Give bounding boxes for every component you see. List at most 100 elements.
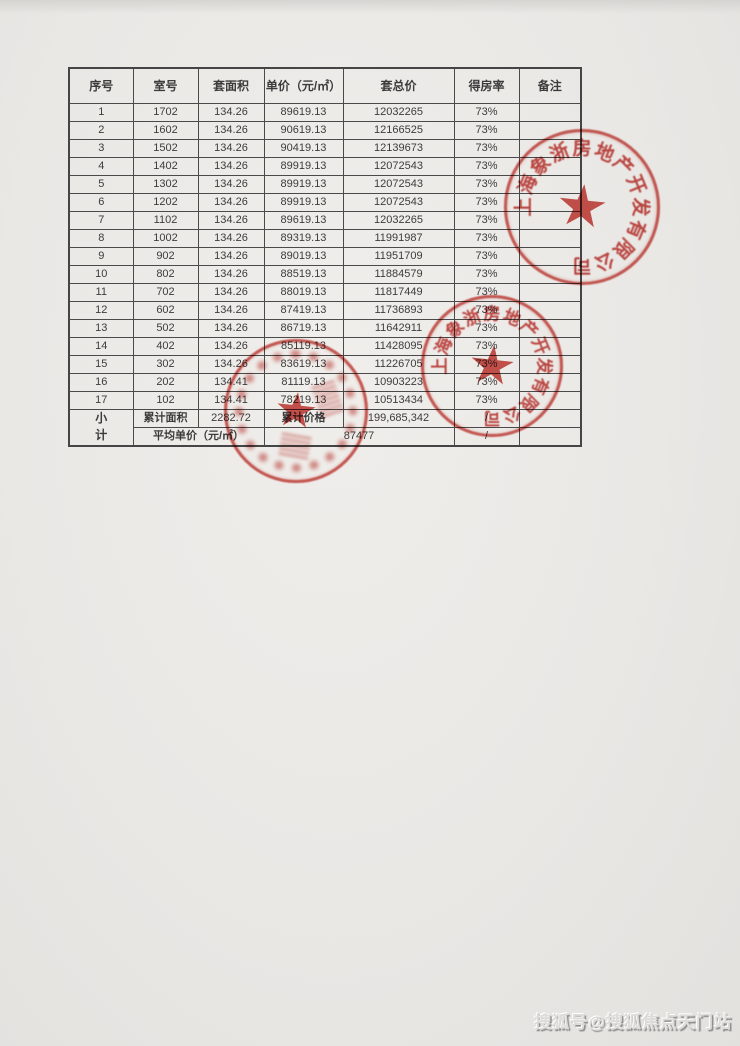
- average-price-value: 87477: [263, 426, 455, 447]
- table-cell: 134.26: [197, 103, 265, 122]
- table-cell: 90619.13: [263, 121, 344, 140]
- column-header: 备注: [518, 67, 582, 104]
- table-cell: 12032265: [342, 211, 455, 230]
- table-cell: 10513434: [342, 391, 455, 410]
- table-cell: 1: [68, 103, 134, 122]
- note-cell: [518, 426, 582, 447]
- table-cell: 134.26: [197, 265, 265, 284]
- table-cell: 134.26: [197, 247, 265, 266]
- table-cell: 6: [68, 193, 134, 212]
- table-cell: [518, 157, 582, 176]
- table-cell: 134.26: [197, 337, 265, 356]
- table-cell: 4: [68, 157, 134, 176]
- table-row: 15 302 134.26 83619.13 11226705 73%: [68, 355, 582, 374]
- average-price-label: 平均单价（元/㎡）: [132, 426, 265, 447]
- table-cell: 14: [68, 337, 134, 356]
- cumulative-price-label: 累计价格: [263, 409, 344, 428]
- column-header: 序号: [68, 67, 134, 104]
- sohu-watermark: 搜狐号@搜狐焦点天门站: [534, 1013, 732, 1032]
- table-cell: 3: [68, 139, 134, 158]
- column-header: 套面积: [197, 67, 265, 104]
- seal-ring-char: 有: [622, 216, 649, 242]
- table-cell: [518, 175, 582, 194]
- table-cell: 89019.13: [263, 247, 344, 266]
- column-header: 单价（元/㎡）: [263, 67, 344, 104]
- table-cell: 302: [132, 355, 199, 374]
- table-cell: 134.41: [197, 391, 265, 410]
- table-row: 9 902 134.26 89019.13 11951709 73%: [68, 247, 582, 266]
- table-cell: 89619.13: [263, 103, 344, 122]
- table-cell: 81119.13: [263, 373, 344, 392]
- note-cell: [518, 409, 582, 428]
- table-cell: 12072543: [342, 175, 455, 194]
- table-cell: 1502: [132, 139, 199, 158]
- table-cell: [518, 121, 582, 140]
- table-cell: 12072543: [342, 193, 455, 212]
- table-row: 3 1502 134.26 90419.13 12139673 73%: [68, 139, 582, 158]
- table-cell: 86719.13: [263, 319, 344, 338]
- table-cell: [518, 373, 582, 392]
- table-cell: 11736893: [342, 301, 455, 320]
- cumulative-price-value: 199,685,342: [342, 409, 455, 428]
- table-cell: 10: [68, 265, 134, 284]
- subtotal-label: 小计: [95, 411, 108, 443]
- table-cell: [518, 211, 582, 230]
- table-cell: 2: [68, 121, 134, 140]
- table-row: 5 1302 134.26 89919.13 12072543 73%: [68, 175, 582, 194]
- seal-ring-char: 限: [608, 233, 638, 263]
- price-table: 序号 室号 套面积 单价（元/㎡） 套总价 得房率 备注 1 1702 134.26 89619.…: [68, 67, 582, 447]
- table-cell: 602: [132, 301, 199, 320]
- table-cell: 134.26: [197, 355, 265, 374]
- table-row: 4 1402 134.26 89919.13 12072543 73%: [68, 157, 582, 176]
- table-cell: 12072543: [342, 157, 455, 176]
- table-cell: [518, 283, 582, 302]
- seal-ring-char: 公: [591, 247, 617, 274]
- table-cell: 134.41: [197, 373, 265, 392]
- table-cell: 11: [68, 283, 134, 302]
- table-cell: 802: [132, 265, 199, 284]
- table-cell: 134.26: [197, 301, 265, 320]
- table-row: 17 102 134.41 78219.13 10513434 73%: [68, 391, 582, 410]
- table-cell: 73%: [453, 247, 520, 266]
- table-cell: 11991987: [342, 229, 455, 248]
- table-cell: 402: [132, 337, 199, 356]
- seal-ring-char: 产: [608, 151, 638, 181]
- table-cell: 73%: [453, 211, 520, 230]
- table-row: 14 402 134.26 85119.13 11428095 73%: [68, 337, 582, 356]
- table-cell: [518, 265, 582, 284]
- table-cell: 8: [68, 229, 134, 248]
- table-cell: 73%: [453, 373, 520, 392]
- table-cell: 134.26: [197, 211, 265, 230]
- column-header: 室号: [132, 67, 199, 104]
- table-cell: 134.26: [197, 229, 265, 248]
- table-cell: 12139673: [342, 139, 455, 158]
- seal-ring-char: 地: [591, 140, 617, 167]
- column-header: 得房率: [453, 67, 520, 104]
- table-cell: 73%: [453, 229, 520, 248]
- table-cell: 1102: [132, 211, 199, 230]
- subtotal-row-2: 平均单价（元/㎡） 87477/: [69, 426, 582, 447]
- table-cell: 85119.13: [263, 337, 344, 356]
- table-cell: 702: [132, 283, 199, 302]
- table-cell: 15: [68, 355, 134, 374]
- table-cell: 902: [132, 247, 199, 266]
- column-header: 套总价: [342, 67, 455, 104]
- table-cell: 1002: [132, 229, 199, 248]
- table-cell: 73%: [453, 337, 520, 356]
- table-cell: 11951709: [342, 247, 455, 266]
- table-cell: 78219.13: [263, 391, 344, 410]
- table-row: 12 602 134.26 87419.13 11736893 73%: [68, 301, 582, 320]
- table-cell: 17: [68, 391, 134, 410]
- subtotal-row-1: 小计 累计面积 2282.72 累计价格 199,685,342/: [68, 408, 582, 447]
- table-cell: 1702: [132, 103, 199, 122]
- table-cell: 134.26: [197, 193, 265, 212]
- table-cell: 73%: [453, 355, 520, 374]
- table-cell: 73%: [453, 265, 520, 284]
- table-cell: 88019.13: [263, 283, 344, 302]
- table-cell: 87419.13: [263, 301, 344, 320]
- table-cell: 73%: [453, 391, 520, 410]
- table-cell: 5: [68, 175, 134, 194]
- table-cell: 134.26: [197, 319, 265, 338]
- table-cell: [518, 247, 582, 266]
- seal-ring-char: 发: [629, 197, 651, 217]
